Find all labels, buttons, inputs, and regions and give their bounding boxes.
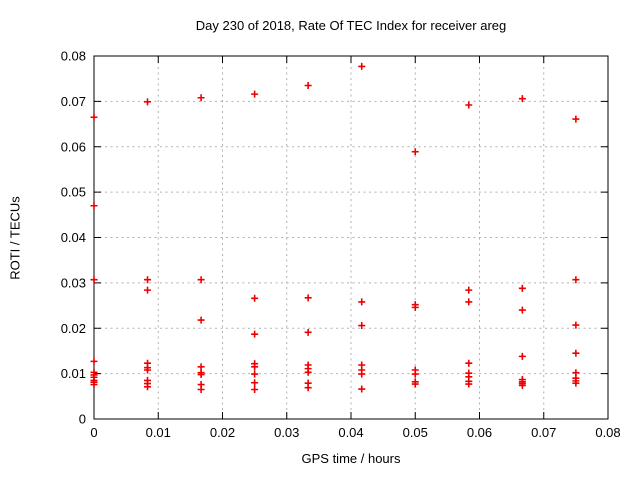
data-point-marker [572, 115, 580, 123]
y-tick-label: 0 [79, 412, 86, 427]
data-point-marker [251, 90, 259, 98]
data-point-marker [251, 363, 259, 371]
data-point-marker [251, 386, 259, 394]
data-point-marker [465, 286, 473, 294]
y-tick-label: 0.01 [61, 366, 86, 381]
data-point-marker [90, 357, 98, 365]
data-point-marker [304, 368, 312, 376]
data-point-marker [90, 381, 98, 389]
x-tick-label: 0.08 [595, 425, 620, 440]
data-point-marker [465, 298, 473, 306]
data-point-marker [304, 81, 312, 89]
x-tick-label: 0.03 [274, 425, 299, 440]
data-point-marker [572, 276, 580, 284]
data-point-marker [572, 321, 580, 329]
chart-title: Day 230 of 2018, Rate Of TEC Index for r… [195, 18, 507, 33]
data-point-marker [518, 352, 526, 360]
y-tick-label: 0.07 [61, 94, 86, 109]
data-point-marker [197, 94, 205, 102]
x-axis-title: GPS time / hours [301, 451, 401, 466]
data-point-marker [304, 328, 312, 336]
x-tick-label: 0 [90, 425, 97, 440]
data-point-marker [251, 379, 259, 387]
y-tick-label: 0.03 [61, 275, 86, 290]
x-tick-label: 0.05 [403, 425, 428, 440]
data-point-marker [411, 303, 419, 311]
data-point-marker [304, 294, 312, 302]
data-point-marker [251, 330, 259, 338]
data-point-marker [144, 286, 152, 294]
x-tick-label: 0.04 [338, 425, 363, 440]
y-tick-label: 0.04 [61, 230, 86, 245]
data-point-marker [465, 101, 473, 109]
data-point-marker [144, 98, 152, 106]
x-tick-label: 0.07 [531, 425, 556, 440]
data-point-marker [90, 113, 98, 121]
data-point-marker [197, 363, 205, 371]
x-tick-label: 0.01 [146, 425, 171, 440]
data-point-marker [572, 349, 580, 357]
x-tick-label: 0.06 [467, 425, 492, 440]
data-point-marker [144, 366, 152, 374]
data-point-marker [358, 322, 366, 330]
y-tick-label: 0.02 [61, 321, 86, 336]
data-point-marker [465, 359, 473, 367]
data-point-marker [197, 316, 205, 324]
data-point-marker [358, 62, 366, 70]
data-point-marker [144, 383, 152, 391]
data-point-marker [518, 95, 526, 103]
data-point-marker [411, 148, 419, 156]
data-point-marker [197, 276, 205, 284]
data-point-marker [411, 370, 419, 378]
y-tick-label: 0.06 [61, 139, 86, 154]
data-point-marker [144, 276, 152, 284]
y-tick-label: 0.08 [61, 49, 86, 64]
data-point-marker [358, 385, 366, 393]
data-point-marker [518, 306, 526, 314]
data-point-marker [251, 370, 259, 378]
data-point-marker [411, 380, 419, 388]
data-point-marker [197, 386, 205, 394]
data-point-marker [251, 294, 259, 302]
data-point-marker [358, 370, 366, 378]
data-point-marker [518, 381, 526, 389]
data-point-marker [358, 298, 366, 306]
data-point-marker [197, 371, 205, 379]
data-point-marker [465, 380, 473, 388]
data-point-marker [304, 384, 312, 392]
x-tick-label: 0.02 [210, 425, 235, 440]
data-point-marker [90, 276, 98, 284]
data-point-marker [518, 284, 526, 292]
data-point-marker [572, 379, 580, 387]
y-tick-label: 0.05 [61, 185, 86, 200]
data-point-marker [90, 202, 98, 210]
